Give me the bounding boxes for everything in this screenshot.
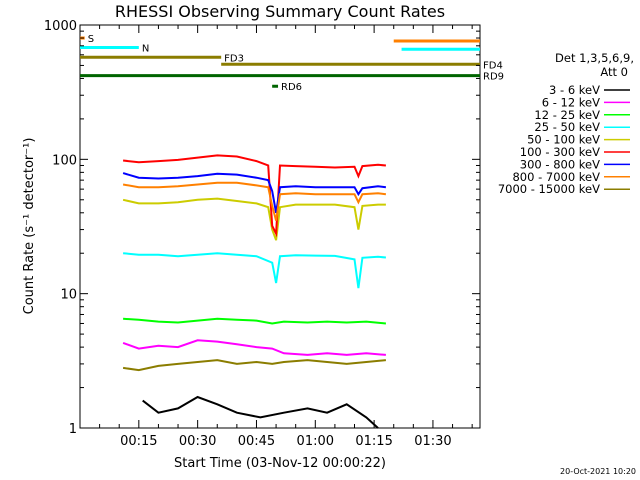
series-line <box>122 197 386 241</box>
y-tick-label: 1000 <box>44 19 77 34</box>
series-line <box>123 317 386 325</box>
flag-label: FD4 <box>483 60 503 71</box>
series-line <box>122 339 386 356</box>
y-tick-label: 100 <box>52 153 77 168</box>
x-tick-label: 00:45 <box>238 434 275 449</box>
flag-label: S <box>88 34 94 45</box>
series-line <box>122 154 386 238</box>
series-line <box>122 181 387 221</box>
series-line <box>122 172 387 213</box>
legend-label: 6 - 12 keV <box>542 95 600 109</box>
plot-frame <box>79 24 481 429</box>
legend-header-line2: Att 0 <box>600 65 628 79</box>
legend-label: 25 - 50 keV <box>534 120 600 134</box>
flag-label: RD6 <box>281 82 302 93</box>
x-tick-label: 01:00 <box>297 434 334 449</box>
y-axis-title: Count Rate (s⁻¹ detector⁻¹) <box>22 138 37 315</box>
y-tick-label: 1 <box>69 422 77 437</box>
legend-label: 3 - 6 keV <box>549 83 600 97</box>
flag-label: FD3 <box>224 53 244 64</box>
legend-label: 800 - 7000 keV <box>512 170 600 184</box>
legend-header-line1: Det 1,3,5,6,9, <box>555 51 634 65</box>
legend-label: 100 - 300 keV <box>520 145 600 159</box>
y-tick-label: 10 <box>60 288 77 303</box>
legend-label: 50 - 100 keV <box>527 133 600 147</box>
x-axis-title: Start Time (03-Nov-12 00:00:22) <box>174 456 386 471</box>
x-tick-label: 00:30 <box>179 434 216 449</box>
series-line <box>123 252 386 289</box>
flag-label: N <box>142 43 149 54</box>
legend-label: 12 - 25 keV <box>534 108 600 122</box>
legend-label: 7000 - 15000 keV <box>498 182 600 196</box>
x-tick-label: 00:15 <box>120 434 157 449</box>
timestamp: 20-Oct-2021 10:20 <box>560 467 636 476</box>
plot-layer <box>122 154 387 429</box>
x-tick-label: 01:15 <box>355 434 392 449</box>
flag-label: RD9 <box>483 72 504 83</box>
legend-label: 300 - 800 keV <box>520 157 600 171</box>
series-line <box>142 395 379 429</box>
axis-ticks: 1 10 100 1000 00:15 00:30 00:45 01:00 01:15 01:30 <box>44 19 480 449</box>
x-tick-label: 01:30 <box>414 434 451 449</box>
chart-title: RHESSI Observing Summary Count Rates <box>115 2 445 21</box>
series-line <box>122 359 386 372</box>
